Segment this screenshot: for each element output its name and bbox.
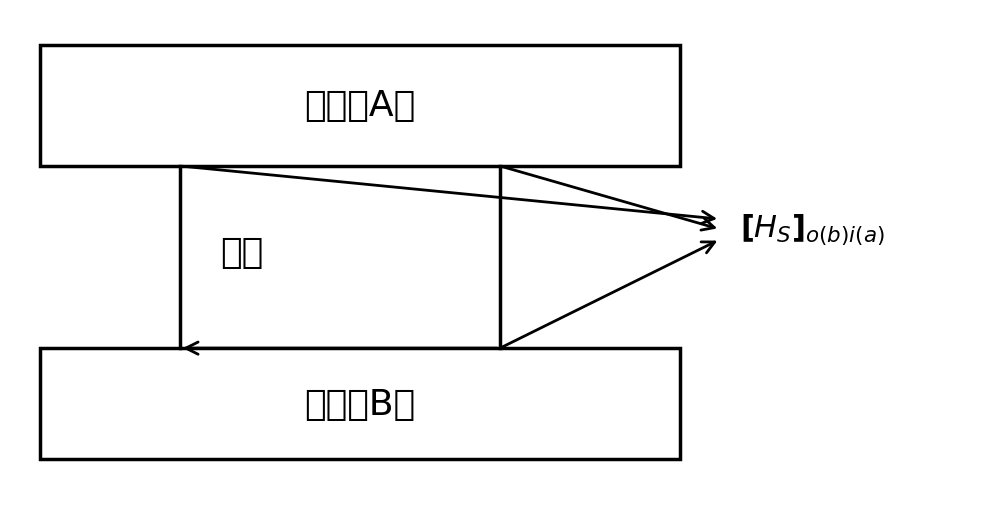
Bar — [40, 348, 680, 460]
Bar — [40, 45, 680, 167]
Text: 产品（A）: 产品（A） — [304, 89, 416, 123]
Text: 车辆（B）: 车辆（B） — [304, 387, 416, 421]
Text: 包装: 包装 — [220, 235, 263, 270]
Text: $\mathbf{[}$$\mathit{H}_\mathit{S}$$\mathbf{]}$$_{\mathit{o(b)i(a)}}$: $\mathbf{[}$$\mathit{H}_\mathit{S}$$\mat… — [740, 212, 885, 247]
